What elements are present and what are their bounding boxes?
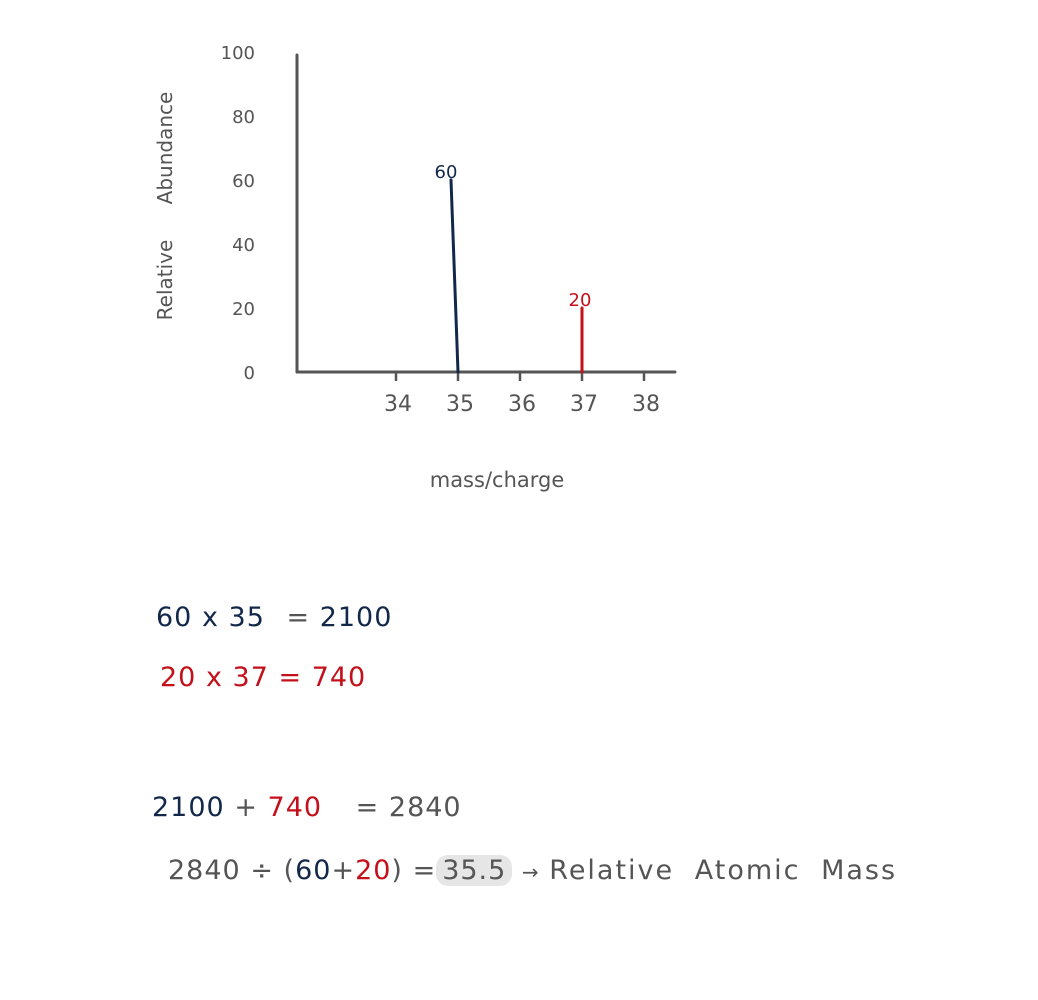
calc-product-1: 2100 [319,602,393,633]
calc-equals: = [286,602,311,633]
y-tick-labels: 0 20 40 60 80 100 [221,43,255,384]
x-tick-marks: 34 35 36 37 38 [384,372,660,417]
calc-line-4: 2840 ÷ (60+20) = 35.5 → Relative Atomic M… [168,855,897,886]
y-axis-label-word-1: Relative [153,240,177,321]
calc-abundance-35: 60 [156,602,193,633]
calc-line-3: 2100 + 740 = 2840 [152,792,462,823]
arrow-icon: → [521,860,540,884]
calc-times-sign: x [201,602,219,633]
calc-divisor-term-1: 60 [295,855,332,886]
calc-open-paren: ( [283,855,296,886]
calc-product-2: 740 [311,662,367,693]
calc-close-paren: ) [391,855,403,886]
x-tick-label-36: 36 [508,392,536,417]
calc-line-2: 20 x 37 = 740 [160,662,366,693]
calc-plus-sign: + [234,792,258,823]
chart-axes [295,53,677,374]
calc-mass-35: 35 [228,602,265,633]
y-tick-label-0: 0 [244,363,255,384]
x-tick-label-37: 37 [570,392,598,417]
peak-bar-35 [449,178,460,374]
y-tick-label-60: 60 [232,171,255,192]
x-tick-label-38: 38 [632,392,660,417]
axis-labels: mass/charge Relative Abundance [153,92,564,492]
y-tick-label-40: 40 [232,235,255,256]
y-tick-label-100: 100 [221,43,255,64]
calc-equals: = [278,662,303,693]
calc-abundance-37: 20 [160,662,197,693]
y-tick-label-80: 80 [232,107,255,128]
result-label: Relative Atomic Mass [549,855,898,886]
calc-times-sign: x [205,662,223,693]
calc-line-1: 60 x 35 = 2100 [156,602,392,633]
calc-plus-sign: + [331,855,356,886]
x-axis-label: mass/charge [430,468,565,492]
calc-divide-sign: ÷ [250,855,274,886]
chart-bars: 60 20 [435,162,592,374]
y-tick-label-20: 20 [232,299,255,320]
mass-spectrum-chart: 0 20 40 60 80 100 34 35 36 37 38 60 20 mass/charge… [153,43,677,492]
calc-sum-result: 2840 [388,792,462,823]
calc-dividend: 2840 [168,855,241,886]
y-axis-label-word-2: Abundance [153,92,177,205]
x-tick-label-35: 35 [446,392,474,417]
peak-label-37: 20 [569,290,592,311]
x-tick-label-34: 34 [384,392,412,417]
calc-sum-term-2: 740 [267,792,323,823]
peak-label-35: 60 [435,162,458,183]
calc-equals: = [355,792,380,823]
calc-mass-37: 37 [232,662,269,693]
calc-sum-term-1: 2100 [152,792,225,823]
relative-atomic-mass-result: 35.5 [436,855,513,886]
calc-divisor-term-2: 20 [355,855,392,886]
calc-equals: = [412,855,437,886]
